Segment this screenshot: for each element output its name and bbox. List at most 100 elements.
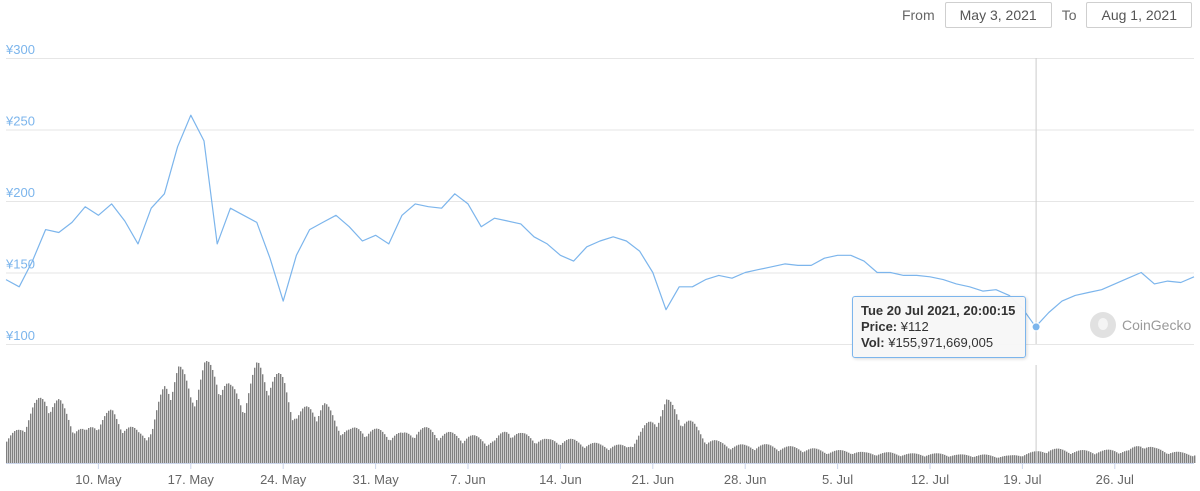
volume-bar (148, 437, 150, 463)
volume-bar (790, 446, 792, 463)
tooltip-price-label: Price: (861, 319, 898, 334)
volume-bar (496, 437, 498, 463)
volume-bar (826, 453, 828, 463)
volume-bar (1136, 446, 1138, 463)
volume-bar (974, 456, 976, 463)
volume-bar (104, 416, 106, 463)
volume-bar (298, 415, 300, 463)
volume-bar (698, 430, 700, 463)
coingecko-watermark: CoinGecko (1090, 312, 1191, 338)
volume-bar (1168, 453, 1170, 463)
volume-bar (664, 404, 666, 463)
volume-bar (932, 453, 934, 463)
volume-bar (484, 443, 486, 463)
volume-bar (1110, 449, 1112, 463)
volume-bar (588, 444, 590, 463)
volume-bar (650, 421, 652, 463)
volume-bar (570, 438, 572, 463)
volume-bar (1034, 451, 1036, 463)
volume-bar (854, 453, 856, 463)
volume-bar (418, 431, 420, 463)
volume-bar (522, 433, 524, 463)
volume-bar (434, 434, 436, 463)
volume-bar (1022, 456, 1024, 463)
volume-bar (832, 451, 834, 463)
volume-bar (1178, 451, 1180, 463)
volume-bar (1154, 447, 1156, 463)
volume-bar (270, 387, 272, 463)
volume-bar (834, 450, 836, 463)
to-label: To (1061, 7, 1077, 23)
volume-bar (42, 399, 44, 463)
volume-bar (1142, 448, 1144, 463)
volume-bar (978, 455, 980, 463)
volume-bar (282, 376, 284, 463)
volume-bar (202, 370, 204, 463)
volume-bar (258, 362, 260, 463)
volume-bar (1080, 450, 1082, 463)
volume-bar (758, 446, 760, 463)
volume-bar (986, 454, 988, 463)
volume-bar (284, 383, 286, 463)
volume-bar (948, 456, 950, 463)
volume-bar (338, 430, 340, 463)
volume-bar (132, 426, 134, 463)
volume-bar (714, 440, 716, 463)
from-date-input[interactable]: May 3, 2021 (944, 2, 1052, 28)
volume-bar (678, 419, 680, 463)
volume-bar (1088, 451, 1090, 463)
volume-bar (752, 448, 754, 463)
volume-bar (952, 455, 954, 463)
volume-bar (1012, 455, 1014, 463)
volume-bar (106, 412, 108, 463)
volume-bar (590, 443, 592, 463)
volume-bar (460, 440, 462, 463)
volume-bar (22, 430, 24, 463)
volume-bar (506, 432, 508, 463)
volume-bar (36, 399, 38, 463)
volume-bar (176, 373, 178, 463)
volume-bar (466, 438, 468, 463)
volume-bar (954, 455, 956, 463)
volume-bar (556, 442, 558, 463)
volume-bar (306, 406, 308, 463)
volume-bar (152, 428, 154, 463)
volume-bar (1114, 451, 1116, 463)
volume-bar (482, 441, 484, 463)
volume-bar (728, 448, 730, 463)
volume-bar (992, 456, 994, 463)
volume-bar (742, 444, 744, 463)
volume-bar (350, 428, 352, 463)
volume-bar (868, 452, 870, 463)
volume-bar (536, 443, 538, 463)
volume-bar (218, 394, 220, 463)
volume-bar (474, 435, 476, 463)
volume-bar (288, 402, 290, 463)
volume-bar (58, 399, 60, 463)
volume-bar (956, 454, 958, 463)
volume-bar (394, 435, 396, 463)
volume-bar (744, 444, 746, 463)
volume-bar (750, 447, 752, 463)
volume-bar (770, 445, 772, 463)
volume-bar (1152, 447, 1154, 463)
volume-bar (1024, 455, 1026, 463)
y-tick-label: ¥200 (5, 185, 35, 200)
volume-bar (682, 426, 684, 463)
volume-bar (382, 431, 384, 463)
volume-bar (216, 384, 218, 463)
volume-bar (508, 433, 510, 463)
volume-bar (858, 452, 860, 463)
volume-bar (546, 438, 548, 463)
volume-bar (494, 440, 496, 463)
volume-bar (446, 432, 448, 463)
volume-bar (840, 450, 842, 463)
volume-bar (188, 388, 190, 463)
volume-bar (250, 383, 252, 463)
volume-bar (1162, 450, 1164, 463)
volume-bar (1124, 451, 1126, 463)
volume-bar (560, 444, 562, 463)
to-date-input[interactable]: Aug 1, 2021 (1086, 2, 1192, 28)
chart-tooltip: Tue 20 Jul 2021, 20:00:15 Price: ¥112 Vo… (852, 296, 1026, 358)
